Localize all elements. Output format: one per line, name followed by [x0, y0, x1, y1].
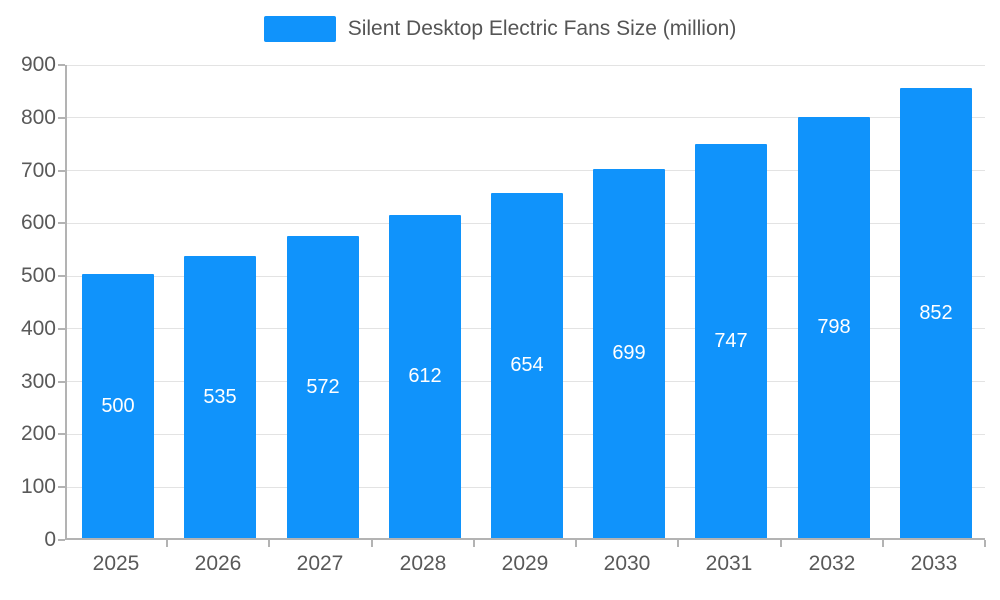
x-tick-mark — [677, 540, 679, 547]
plot-area: 500 535 572 612 654 699 747 798 852 — [65, 64, 985, 540]
y-axis-label-100: 100 — [20, 475, 56, 499]
y-tick-mark — [58, 380, 65, 383]
y-axis-label-0: 0 — [44, 528, 56, 551]
x-tick-mark — [780, 540, 782, 547]
gridline-y-700 — [67, 170, 985, 172]
y-axis-label-700: 700 — [20, 158, 56, 182]
bar-value-label-2032: 798 — [817, 316, 851, 338]
x-axis-label-2025: 2025 — [92, 552, 140, 575]
x-axis-label-2027: 2027 — [296, 552, 344, 575]
x-tick-mark — [268, 540, 270, 547]
y-axis-label-400: 400 — [20, 316, 56, 340]
y-axis-label-300: 300 — [20, 369, 56, 393]
y-tick-mark — [58, 169, 65, 172]
x-axis-label-2032: 2032 — [808, 552, 856, 575]
y-tick-mark — [58, 433, 65, 436]
bar-value-label-2026: 535 — [203, 386, 237, 408]
bar-2026: 535 — [184, 256, 256, 538]
bar-value-label-2027: 572 — [306, 376, 340, 398]
bar-2032: 798 — [798, 117, 870, 538]
y-tick-mark — [58, 275, 65, 278]
x-tick-mark — [166, 540, 168, 547]
y-tick-mark — [58, 327, 65, 330]
y-tick-mark — [58, 539, 65, 541]
y-tick-mark — [58, 64, 65, 66]
x-axis-label-2030: 2030 — [603, 552, 651, 575]
x-axis-label-2026: 2026 — [194, 552, 242, 575]
bar-2033: 852 — [900, 88, 972, 538]
bar-value-label-2030: 699 — [612, 342, 646, 364]
x-axis-label-2029: 2029 — [501, 552, 549, 575]
x-axis-label-2028: 2028 — [399, 552, 447, 575]
x-tick-mark — [473, 540, 475, 547]
bar-value-label-2029: 654 — [510, 354, 544, 376]
bar-2028: 612 — [389, 215, 461, 538]
x-tick-mark — [882, 540, 884, 547]
bar-2031: 747 — [695, 144, 767, 538]
y-axis-label-200: 200 — [20, 422, 56, 446]
x-tick-mark — [984, 540, 986, 547]
x-axis-label-2031: 2031 — [705, 552, 753, 575]
gridline-y-900 — [67, 64, 985, 66]
bar-2025: 500 — [82, 274, 154, 538]
bar-value-label-2033: 852 — [919, 302, 953, 324]
bar-value-label-2025: 500 — [101, 395, 135, 417]
y-axis-label-900: 900 — [20, 53, 56, 76]
gridline-y-800 — [67, 117, 985, 119]
bar-value-label-2031: 747 — [714, 330, 748, 352]
x-tick-mark — [371, 540, 373, 547]
y-axis-label-600: 600 — [20, 211, 56, 235]
bar-2029: 654 — [491, 193, 563, 538]
y-tick-mark — [58, 116, 65, 119]
x-tick-mark — [575, 540, 577, 547]
x-axis-label-2033: 2033 — [910, 552, 958, 575]
bar-2027: 572 — [287, 236, 359, 538]
bar-value-label-2028: 612 — [408, 365, 442, 387]
y-tick-mark — [58, 486, 65, 489]
y-axis-label-800: 800 — [20, 105, 56, 129]
legend-swatch[interactable] — [263, 16, 336, 42]
bar-2030: 699 — [593, 169, 665, 538]
chart-title[interactable]: Silent Desktop Electric Fans Size (milli… — [347, 17, 737, 40]
y-axis-label-500: 500 — [20, 264, 56, 288]
y-tick-mark — [58, 222, 65, 225]
legend: Silent Desktop Electric Fans Size (milli… — [0, 16, 1000, 42]
